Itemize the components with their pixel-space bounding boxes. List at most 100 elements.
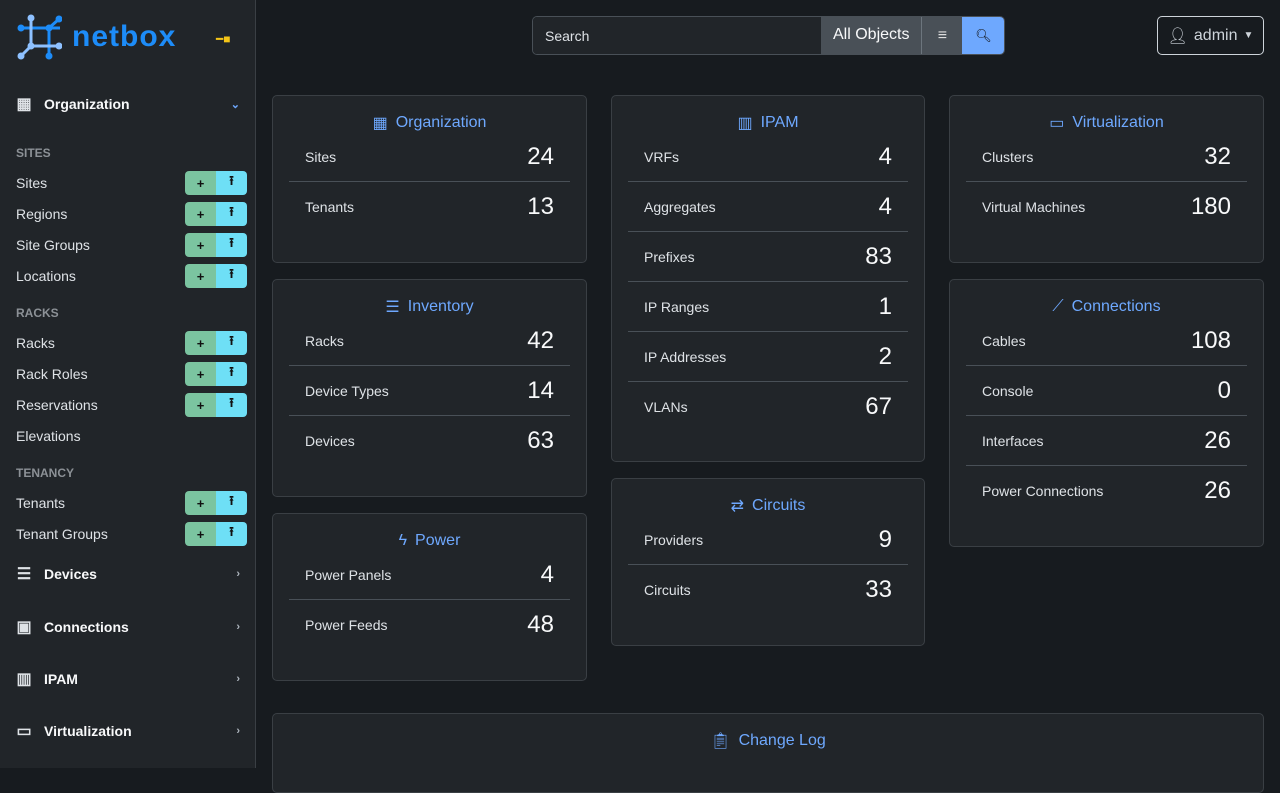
stat-row[interactable]: Racks 42	[289, 317, 570, 366]
stat-label[interactable]: Sites	[305, 149, 337, 165]
card-circuits: ⇄ Circuits Providers 9 Circuits 33	[611, 478, 925, 646]
import-button[interactable]: ⭱	[216, 264, 247, 288]
sidebar-item-sites[interactable]: Sites + ⭱	[16, 171, 247, 195]
item-label: Racks	[16, 335, 55, 351]
menu-connections[interactable]: ▣ Connections ›	[14, 618, 240, 636]
sidebar-item-locations[interactable]: Locations + ⭱	[16, 264, 247, 288]
import-button[interactable]: ⭱	[216, 202, 247, 226]
menu-label: Connections	[44, 619, 129, 635]
search-scope-select[interactable]: All Objects	[821, 17, 923, 54]
stat-label[interactable]: Console	[982, 382, 1034, 399]
server-icon: ☰	[385, 299, 400, 316]
stat-count: 14	[527, 376, 554, 404]
add-button[interactable]: +	[185, 362, 216, 386]
sidebar-item-elevations[interactable]: Elevations	[16, 424, 247, 448]
stat-label[interactable]: Circuits	[644, 582, 691, 598]
menu-devices[interactable]: ☰ Devices ›	[14, 565, 240, 583]
server-icon: ☰	[16, 566, 32, 583]
stat-label[interactable]: Virtual Machines	[982, 199, 1086, 215]
stat-label[interactable]: Interfaces	[982, 432, 1044, 449]
menu-virtualization[interactable]: ▭ Virtualization ›	[14, 722, 240, 740]
stat-row[interactable]: Tenants 13	[289, 182, 570, 232]
stat-label[interactable]: Racks	[305, 333, 344, 349]
stat-row[interactable]: Power Panels 4	[289, 551, 570, 600]
stat-count: 180	[1190, 193, 1231, 220]
counter-icon: ▥	[16, 671, 32, 688]
stat-label[interactable]: Aggregates	[644, 198, 716, 215]
menu-organization[interactable]: ▦ Organization ⌄	[14, 95, 240, 113]
item-label: Locations	[16, 268, 76, 284]
stat-row[interactable]: Devices 63	[289, 416, 570, 466]
import-button[interactable]: ⭱	[216, 331, 247, 355]
stat-label[interactable]: Device Types	[305, 382, 389, 399]
item-label: Reservations	[16, 397, 98, 413]
user-menu-button[interactable]: 👤︎ admin ▼	[1157, 16, 1264, 55]
stat-label[interactable]: Power Connections	[982, 483, 1104, 499]
pin-icon[interactable]: ━■	[216, 32, 231, 46]
stat-count: 4	[540, 561, 554, 588]
add-button[interactable]: +	[185, 522, 216, 546]
card-power: ϟ Power Power Panels 4 Power Feeds 48	[272, 513, 587, 681]
stat-row[interactable]: Sites 24	[289, 133, 570, 182]
stat-row[interactable]: Cables 108	[966, 317, 1247, 366]
sidebar-item-rack-roles[interactable]: Rack Roles + ⭱	[16, 362, 247, 386]
add-button[interactable]: +	[185, 393, 216, 417]
stat-row[interactable]: Circuits 33	[628, 565, 908, 615]
stat-row[interactable]: IP Addresses 2	[628, 332, 908, 382]
import-button[interactable]: ⭱	[216, 522, 247, 546]
stat-label[interactable]: IP Ranges	[644, 298, 710, 315]
stat-label[interactable]: VRFs	[644, 149, 679, 165]
stat-row[interactable]: Virtual Machines 180	[966, 182, 1247, 232]
sidebar-item-reservations[interactable]: Reservations + ⭱	[16, 393, 247, 417]
menu-label: IPAM	[44, 671, 78, 687]
stat-label[interactable]: Clusters	[982, 149, 1034, 165]
import-button[interactable]: ⭱	[216, 362, 247, 386]
import-button[interactable]: ⭱	[216, 393, 247, 417]
add-button[interactable]: +	[185, 233, 216, 257]
stat-row[interactable]: VRFs 4	[628, 133, 908, 182]
sidebar-item-tenant-groups[interactable]: Tenant Groups + ⭱	[16, 522, 247, 546]
stat-row[interactable]: VLANs 67	[628, 382, 908, 432]
stat-label[interactable]: IP Addresses	[644, 348, 727, 365]
import-button[interactable]: ⭱	[216, 171, 247, 195]
stat-label[interactable]: Power Panels	[305, 567, 392, 583]
stat-row[interactable]: Device Types 14	[289, 366, 570, 416]
netbox-logo[interactable]: netbox	[16, 14, 176, 60]
add-button[interactable]: +	[185, 264, 216, 288]
stat-row[interactable]: Power Connections 26	[966, 466, 1247, 516]
stat-row[interactable]: Prefixes 83	[628, 232, 908, 282]
counter-icon: ▥	[737, 115, 753, 132]
sidebar-item-tenants[interactable]: Tenants + ⭱	[16, 491, 247, 515]
stat-row[interactable]: Clusters 32	[966, 133, 1247, 182]
stat-label[interactable]: VLANs	[644, 399, 688, 415]
search-button[interactable]: 🔍︎	[962, 17, 1005, 54]
sidebar-item-racks[interactable]: Racks + ⭱	[16, 331, 247, 355]
stat-row[interactable]: IP Ranges 1	[628, 282, 908, 332]
stat-row[interactable]: Aggregates 4	[628, 182, 908, 232]
chevron-right-icon: ›	[236, 621, 240, 633]
stat-label[interactable]: Cables	[982, 333, 1026, 349]
stat-label[interactable]: Providers	[644, 532, 704, 548]
monitor-icon: ▭	[1049, 115, 1065, 132]
filter-button[interactable]: ≡	[922, 17, 963, 54]
stat-label[interactable]: Power Feeds	[305, 617, 388, 633]
stat-row[interactable]: Providers 9	[628, 516, 908, 565]
chevron-right-icon: ›	[236, 725, 240, 737]
sidebar-item-regions[interactable]: Regions + ⭱	[16, 202, 247, 226]
stat-label[interactable]: Devices	[305, 433, 355, 449]
stat-row[interactable]: Power Feeds 48	[289, 600, 570, 650]
import-button[interactable]: ⭱	[216, 233, 247, 257]
stat-label[interactable]: Tenants	[305, 199, 355, 215]
stat-label[interactable]: Prefixes	[644, 248, 695, 265]
stat-row[interactable]: Interfaces 26	[966, 416, 1247, 466]
add-button[interactable]: +	[185, 331, 216, 355]
search-input[interactable]: Search	[533, 17, 821, 54]
import-button[interactable]: ⭱	[216, 491, 247, 515]
sidebar-item-site-groups[interactable]: Site Groups + ⭱	[16, 233, 247, 257]
brand-name: netbox	[72, 20, 177, 53]
stat-row[interactable]: Console 0	[966, 366, 1247, 416]
add-button[interactable]: +	[185, 171, 216, 195]
add-button[interactable]: +	[185, 202, 216, 226]
menu-ipam[interactable]: ▥ IPAM ›	[14, 670, 240, 688]
add-button[interactable]: +	[185, 491, 216, 515]
